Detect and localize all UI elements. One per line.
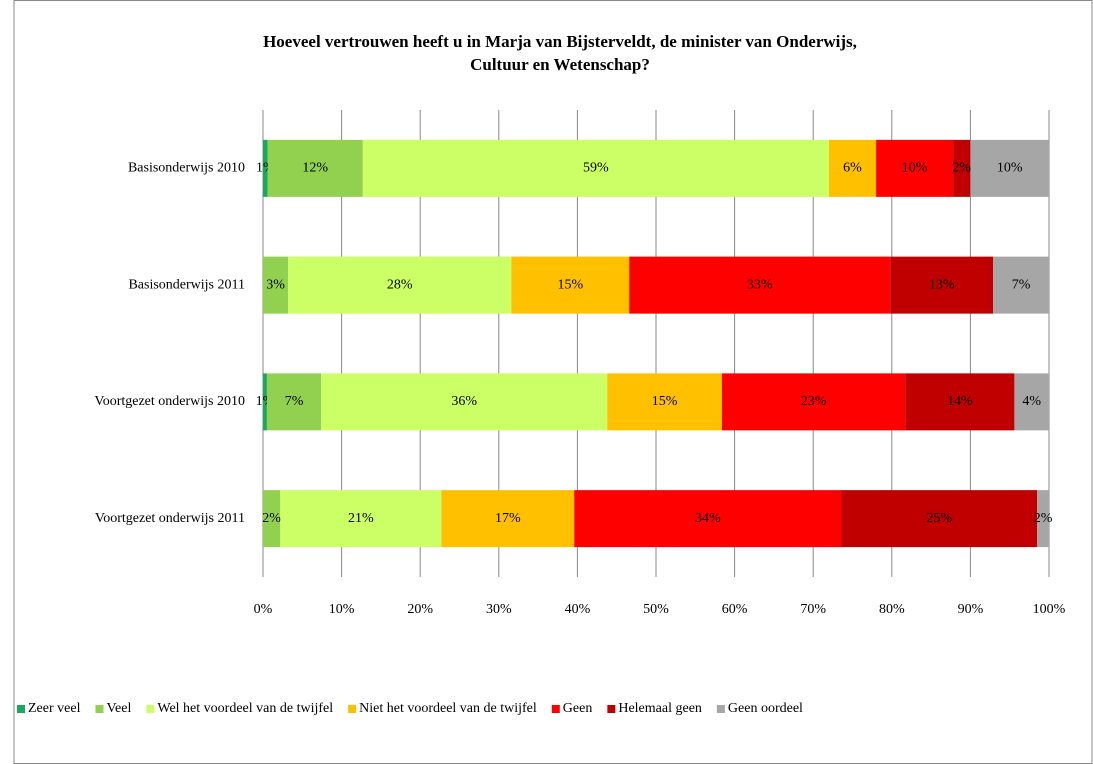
bar-segment <box>953 139 971 197</box>
x-tick-label: 80% <box>879 602 905 617</box>
data-label: 33% <box>747 277 773 292</box>
y-tick-label: Basisonderwijs 2011 <box>128 277 245 292</box>
chart-title: Cultuur en Wetenschap? <box>470 55 650 74</box>
bar-segment <box>607 373 723 431</box>
bar-segment <box>267 139 363 197</box>
bar-segment <box>890 256 994 314</box>
x-tick-label: 70% <box>800 602 826 617</box>
bar-segment <box>266 373 322 431</box>
data-label: 25% <box>927 511 953 526</box>
legend-label: Geen <box>563 701 593 716</box>
legend-swatch <box>551 705 560 713</box>
data-label: 2% <box>952 161 971 176</box>
legend-label: Zeer veel <box>28 701 81 716</box>
data-label: 15% <box>557 277 583 292</box>
bar-segment <box>263 139 268 197</box>
data-label: 17% <box>495 511 521 526</box>
bar-segment <box>905 373 1015 431</box>
x-tick-label: 60% <box>722 602 748 617</box>
chart-title: Hoeveel vertrouwen heeft u in Marja van … <box>263 32 857 51</box>
bar-segment <box>970 139 1049 197</box>
legend-label: Helemaal geen <box>618 701 702 716</box>
x-tick-label: 100% <box>1033 602 1066 617</box>
data-label: 12% <box>302 161 328 176</box>
bar-segment <box>511 256 630 314</box>
legend-label: Niet het voordeel van de twijfel <box>359 701 537 716</box>
data-label: 7% <box>1012 277 1031 292</box>
data-label: 13% <box>929 277 955 292</box>
x-tick-label: 50% <box>643 602 669 617</box>
data-label: 10% <box>997 161 1023 176</box>
legend-swatch <box>607 705 616 713</box>
bar-segment <box>722 373 906 431</box>
data-label: 59% <box>583 161 609 176</box>
bar-segment <box>841 490 1038 548</box>
bar-segment <box>263 256 289 314</box>
legend-swatch <box>146 705 155 713</box>
bar-segment <box>1037 490 1049 548</box>
bar-segment <box>280 490 442 548</box>
x-tick-label: 0% <box>254 602 273 617</box>
bar-segment <box>1014 373 1049 431</box>
legend-swatch <box>95 705 104 713</box>
data-label: 6% <box>843 161 862 176</box>
bar-segment <box>993 256 1049 314</box>
y-tick-label: Voortgezet onderwijs 2011 <box>95 511 245 526</box>
x-tick-label: 10% <box>329 602 355 617</box>
data-label: 2% <box>262 511 281 526</box>
data-label: 10% <box>902 161 928 176</box>
bar-segment <box>629 256 891 314</box>
data-label: 21% <box>348 511 374 526</box>
legend-swatch <box>348 705 357 713</box>
bar-segment <box>263 490 281 548</box>
data-label: 14% <box>947 394 973 409</box>
data-label: 23% <box>801 394 827 409</box>
bar-segment <box>263 373 267 431</box>
legend-swatch <box>716 705 725 713</box>
bar-segment <box>362 139 829 197</box>
legend-label: Geen oordeel <box>728 701 803 716</box>
legend-swatch <box>17 705 25 713</box>
bar-segment <box>288 256 512 314</box>
data-label: 4% <box>1022 394 1041 409</box>
data-label: 36% <box>451 394 477 409</box>
data-label: 3% <box>266 277 285 292</box>
data-label: 28% <box>387 277 413 292</box>
bar-segment <box>441 490 575 548</box>
bar-segment <box>574 490 842 548</box>
bar-segment <box>828 139 877 197</box>
data-label: 15% <box>652 394 678 409</box>
data-label: 34% <box>695 511 721 526</box>
data-label: 7% <box>285 394 304 409</box>
x-tick-label: 30% <box>486 602 512 617</box>
bar-segment <box>321 373 608 431</box>
data-label: 2% <box>1034 511 1053 526</box>
bar-segment <box>876 139 954 197</box>
legend-label: Veel <box>106 701 131 716</box>
x-tick-label: 90% <box>958 602 984 617</box>
x-tick-label: 40% <box>565 602 591 617</box>
x-tick-label: 20% <box>407 602 433 617</box>
y-tick-label: Basisonderwijs 2010 <box>128 161 245 176</box>
y-tick-label: Voortgezet onderwijs 2010 <box>94 394 245 409</box>
legend-label: Wel het voordeel van de twijfel <box>157 701 333 716</box>
